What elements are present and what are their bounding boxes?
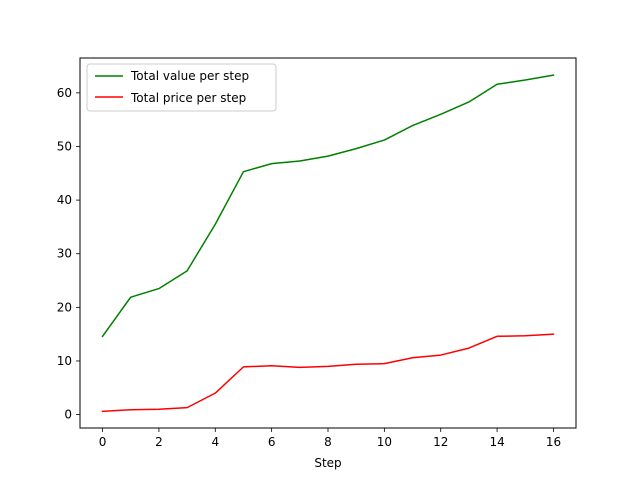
y-tick-label: 20 <box>57 300 72 314</box>
y-tick-label: 60 <box>57 86 72 100</box>
y-tick-label: 40 <box>57 193 72 207</box>
series-layer <box>101 74 555 413</box>
x-tick-label: 16 <box>546 435 561 449</box>
x-tick-label: 4 <box>211 435 219 449</box>
x-tick-label: 10 <box>377 435 392 449</box>
y-tick-label: 50 <box>57 139 72 153</box>
y-tick-label: 0 <box>64 408 72 422</box>
legend: Total value per step Total price per ste… <box>86 63 277 112</box>
legend-label-total-price: Total price per step <box>130 91 246 105</box>
legend-label-total-value: Total value per step <box>130 69 249 83</box>
x-tick-label: 12 <box>433 435 448 449</box>
x-axis-ticks: 0 2 4 6 8 10 12 14 16 <box>99 428 561 449</box>
x-tick-label: 8 <box>324 435 332 449</box>
x-tick-label: 0 <box>99 435 107 449</box>
y-tick-label: 10 <box>57 354 72 368</box>
y-axis-ticks: 0 10 20 30 40 50 60 <box>57 86 80 422</box>
y-tick-label: 30 <box>57 247 72 261</box>
x-tick-label: 2 <box>155 435 163 449</box>
series-line-1 <box>101 333 555 413</box>
legend-box <box>86 63 277 112</box>
x-axis-label: Step <box>314 456 341 470</box>
x-tick-label: 14 <box>489 435 504 449</box>
x-tick-label: 6 <box>268 435 276 449</box>
series-line-0 <box>101 74 555 338</box>
